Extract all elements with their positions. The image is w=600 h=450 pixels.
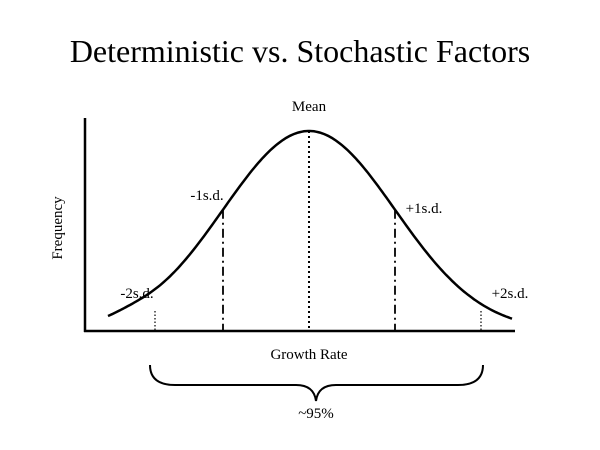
minus-2sd-label: -2s.d. [120,286,153,302]
minus-1sd-label: -1s.d. [190,188,223,204]
plus-1sd-label: +1s.d. [406,201,443,217]
plus-2sd-label: +2s.d. [492,286,529,302]
x-axis-label: Growth Rate [270,347,347,363]
slide-title: Deterministic vs. Stochastic Factors [70,33,530,69]
mean-label: Mean [292,99,327,115]
bell-curve [107,129,513,320]
y-axis-label: Frequency [50,196,66,260]
range-brace [149,364,484,402]
range-brace-label: ~95% [298,406,334,422]
